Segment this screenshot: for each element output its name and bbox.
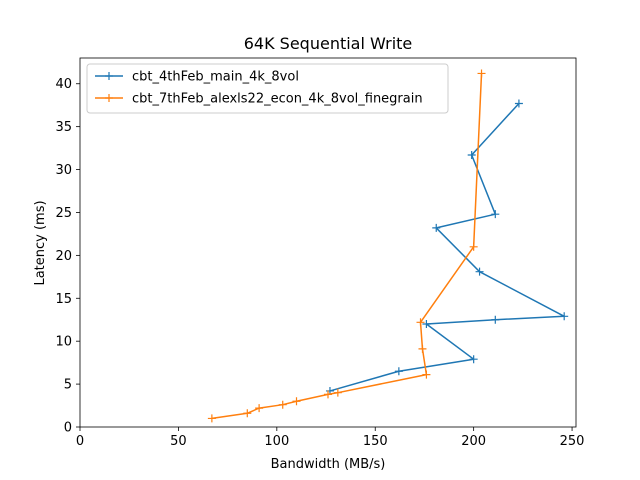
legend-box <box>86 63 449 114</box>
series-2-point <box>416 318 425 327</box>
series-2-point <box>243 409 252 418</box>
series-1-point <box>491 210 500 219</box>
series-2-point <box>469 242 478 251</box>
series-1-point <box>467 150 476 159</box>
y-tick-label: 40 <box>55 77 72 92</box>
x-axis-label: Bandwidth (MB/s) <box>271 457 386 472</box>
series-1-point <box>432 223 441 232</box>
x-tick-label: 0 <box>76 434 84 449</box>
series-2-point <box>333 388 342 397</box>
series-2-point <box>477 69 486 78</box>
y-tick-label: 15 <box>55 292 72 307</box>
y-tick-label: 20 <box>55 249 72 264</box>
plot-area: 0 50 100 150 200 250 0 5 10 15 20 25 30 35 40 <box>55 57 585 449</box>
legend-marker-1 <box>105 72 113 80</box>
series-2-point <box>255 404 264 413</box>
x-tick-label: 200 <box>461 434 486 449</box>
series-1-point <box>475 267 484 276</box>
legend-marker-2 <box>105 94 113 102</box>
series-1-point <box>422 320 431 329</box>
y-tick-label: 10 <box>55 335 72 350</box>
chart-title: 64K Sequential Write <box>244 34 413 53</box>
y-tick-label: 30 <box>55 163 72 178</box>
x-tick-label: 50 <box>170 434 187 449</box>
legend-label-2: cbt_7thFeb_alexls22_econ_4k_8vol_finegra… <box>132 92 423 107</box>
x-tick-label: 100 <box>264 434 289 449</box>
y-tick-label: 0 <box>64 421 72 436</box>
series-1-point <box>560 312 569 321</box>
series-2-point <box>418 344 427 353</box>
series-1-point <box>491 315 500 324</box>
series-2-point <box>292 397 301 406</box>
legend: cbt_4thFeb_main_4k_8vol cbt_7thFeb_alexls… <box>86 63 449 114</box>
axes-frame <box>79 57 577 428</box>
series-2-point <box>207 414 216 423</box>
series-2-point <box>324 390 332 399</box>
x-tick-label: 250 <box>560 434 585 449</box>
y-tick-label: 35 <box>55 120 72 135</box>
legend-label-1: cbt_4thFeb_main_4k_8vol <box>132 70 299 85</box>
series-2-point <box>422 370 431 379</box>
series-2-point <box>278 400 287 409</box>
y-tick-label: 5 <box>64 378 72 393</box>
y-tick-label: 25 <box>55 206 72 221</box>
series-1-point <box>514 99 523 108</box>
series-line-2 <box>211 73 483 420</box>
x-tick-label: 150 <box>363 434 388 449</box>
series-1-point <box>469 355 478 364</box>
y-axis-label: Latency (ms) <box>33 200 48 285</box>
series-1-point <box>394 367 403 376</box>
